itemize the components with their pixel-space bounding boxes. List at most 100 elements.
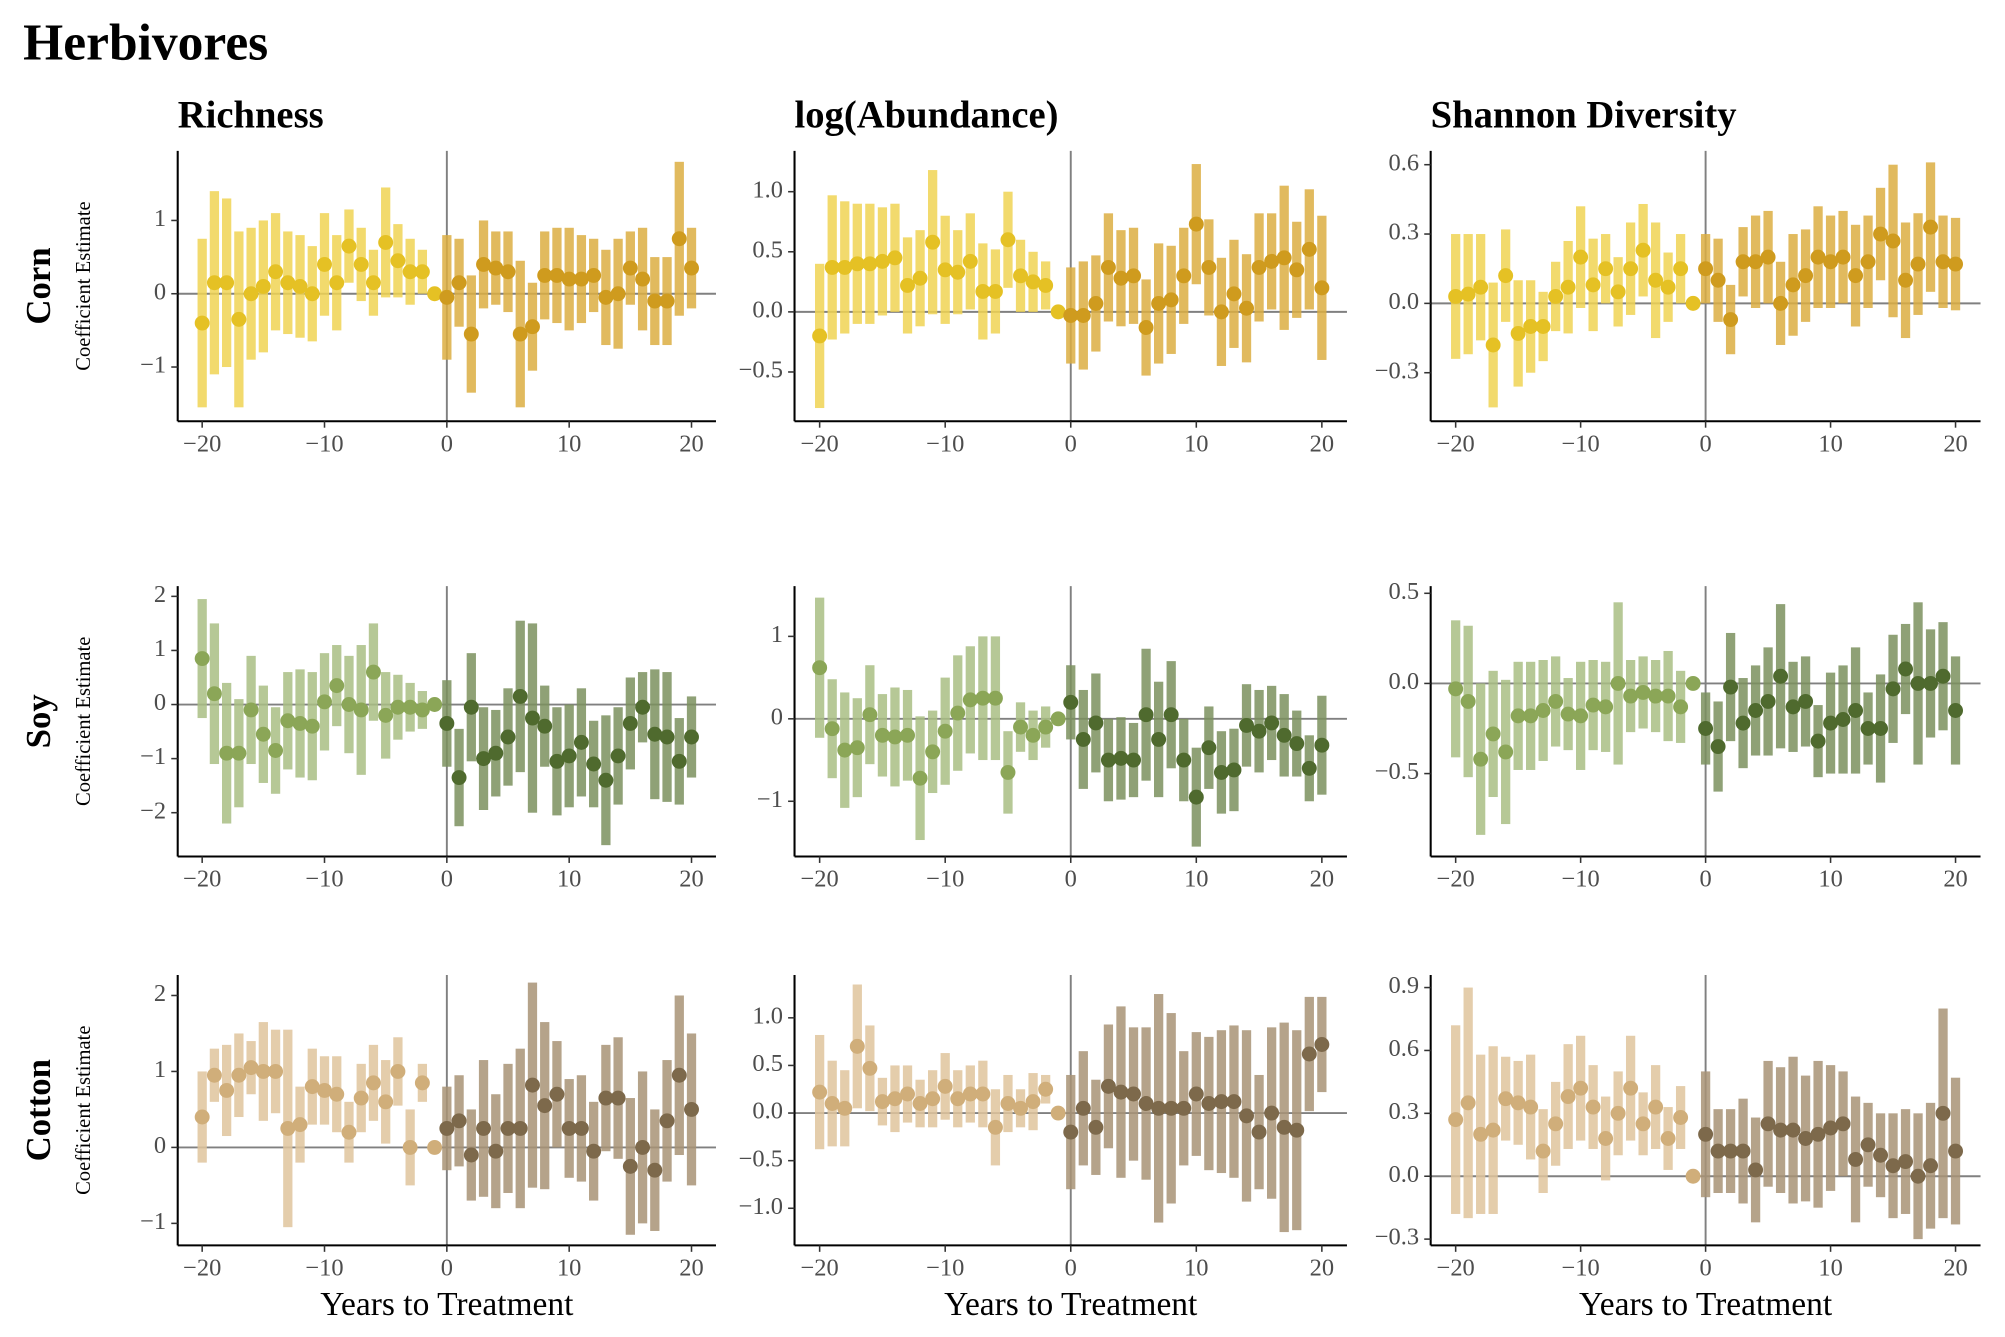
y-tick-label: 0 <box>154 1132 166 1159</box>
point <box>925 744 941 760</box>
point <box>329 1086 345 1102</box>
point <box>1176 268 1192 284</box>
point <box>1898 1154 1914 1170</box>
point <box>427 1139 443 1155</box>
point <box>962 1086 978 1102</box>
x-axis-label: Years to Treatment <box>944 1286 1198 1323</box>
point <box>1735 254 1751 270</box>
point <box>1848 703 1864 718</box>
panel: −1.0 −0.5 0.0 0.5 1.0 −20 −10 0 10 20 Years to Tre… <box>739 974 1347 1323</box>
point <box>1251 723 1267 739</box>
point <box>912 270 928 286</box>
point <box>1113 270 1129 286</box>
x-tick-label: −10 <box>926 430 964 457</box>
point <box>1623 1080 1639 1096</box>
point <box>1025 727 1041 743</box>
point <box>1301 1046 1317 1062</box>
point <box>1948 1143 1964 1159</box>
point <box>671 231 687 247</box>
point <box>1698 1126 1714 1142</box>
point <box>1823 1120 1839 1136</box>
y-tick-label: 0.0 <box>752 1098 783 1125</box>
panel-title: log(Abundance) <box>795 95 1059 137</box>
point <box>1138 1096 1154 1111</box>
x-tick-label: −20 <box>801 430 839 457</box>
panel-title: Shannon Diversity <box>1431 95 1737 137</box>
point <box>912 770 928 786</box>
point <box>219 275 235 291</box>
point <box>1860 254 1876 270</box>
point <box>1100 259 1116 275</box>
point <box>390 253 406 269</box>
point <box>1823 254 1839 270</box>
point <box>231 1067 247 1083</box>
point <box>1773 1122 1789 1138</box>
point <box>824 1096 840 1111</box>
point <box>1289 1122 1305 1138</box>
y-tick-label: −0.5 <box>739 1145 783 1172</box>
point <box>950 705 966 721</box>
point <box>1560 706 1576 722</box>
point <box>610 286 626 302</box>
point <box>1226 1094 1242 1110</box>
point <box>1138 320 1154 335</box>
point <box>1598 699 1614 715</box>
point <box>837 259 853 275</box>
panel: −0.5 0.0 0.5 −20 −10 0 10 20 <box>1375 578 1981 893</box>
point <box>1773 668 1789 684</box>
point <box>1000 232 1016 248</box>
point <box>194 651 210 667</box>
point <box>1548 1116 1564 1132</box>
point <box>451 1113 467 1129</box>
point <box>525 1077 540 1093</box>
point <box>280 1120 296 1136</box>
point <box>1038 719 1054 735</box>
point <box>622 1158 638 1174</box>
y-tick-label: 1 <box>154 205 166 232</box>
point <box>1810 733 1826 749</box>
point <box>561 1120 577 1136</box>
y-tick-label: −1 <box>757 786 783 813</box>
y-tick-label: 0.0 <box>752 296 783 323</box>
y-tick-label: 1.0 <box>752 1002 783 1029</box>
point <box>243 702 259 718</box>
x-tick-label: 10 <box>1184 430 1208 457</box>
point <box>1648 1099 1664 1115</box>
point <box>1573 708 1589 724</box>
point <box>427 286 443 302</box>
point <box>231 311 247 327</box>
point <box>1835 712 1851 727</box>
y-tick-label: 0.5 <box>752 236 783 263</box>
point <box>1075 1100 1091 1116</box>
point <box>525 319 540 335</box>
point <box>622 260 638 276</box>
point <box>1276 727 1292 743</box>
x-tick-label: −10 <box>305 430 343 457</box>
point <box>1473 279 1489 295</box>
y-tick-label: −0.3 <box>1375 357 1419 384</box>
point <box>561 271 577 287</box>
x-tick-label: 10 <box>557 1254 581 1281</box>
point <box>1473 1126 1489 1142</box>
point <box>1075 308 1091 323</box>
point <box>635 1139 651 1155</box>
point <box>1698 261 1714 277</box>
x-tick-label: −10 <box>926 1254 964 1281</box>
point <box>1560 279 1576 295</box>
point <box>1860 721 1876 736</box>
point <box>1923 219 1939 235</box>
point <box>1685 295 1701 311</box>
point <box>1810 249 1826 265</box>
point <box>1635 242 1651 258</box>
panel: −0.5 0.0 0.5 1.0 −20 −10 0 10 20 log(Abundance) <box>739 95 1347 457</box>
point <box>1935 1105 1951 1121</box>
x-tick-label: 10 <box>1184 1254 1208 1281</box>
point <box>439 1120 455 1136</box>
point <box>812 1084 828 1100</box>
y-axis-label: Coefficient Estimate <box>73 1025 95 1194</box>
point <box>1835 249 1851 265</box>
point <box>1251 1124 1267 1140</box>
point <box>1050 304 1066 320</box>
